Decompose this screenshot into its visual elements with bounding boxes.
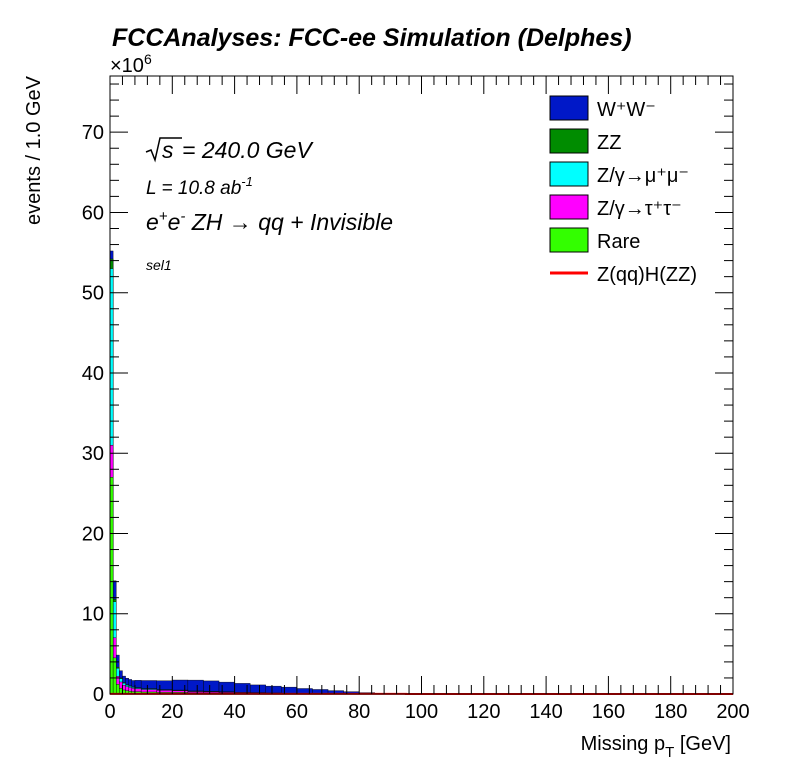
y-tick-label: 50 xyxy=(82,283,104,305)
plot-area xyxy=(109,250,734,695)
legend-label: Z/γ→μ⁺μ⁻ xyxy=(597,165,689,187)
legend-swatch xyxy=(549,128,589,154)
x-tick-label: 120 xyxy=(467,701,500,723)
process-annotation: e+e- ZH → qq + Invisible xyxy=(146,208,393,235)
legend-label: Z(qq)H(ZZ) xyxy=(597,264,697,286)
y-tick-label: 0 xyxy=(93,684,104,706)
x-tick-label: 200 xyxy=(716,701,749,723)
y-axis-label: events / 1.0 GeV xyxy=(23,75,45,225)
x-tick-label: 100 xyxy=(405,701,438,723)
x-tick-label: 80 xyxy=(348,701,370,723)
y-tick-label: 60 xyxy=(82,202,104,224)
x-tick-label: 60 xyxy=(286,701,308,723)
luminosity-annotation: L = 10.8 ab-1 xyxy=(146,174,253,199)
stack-series xyxy=(109,250,734,695)
axis-ticks: 0 20 40 60 80 100 120 140 160 180 200 0 10 20 30 40 50 60… xyxy=(82,76,750,723)
x-tick-label: 0 xyxy=(104,701,115,723)
y-tick-label: 10 xyxy=(82,604,104,626)
legend-swatch xyxy=(549,161,589,187)
y-multiplier: ×106 xyxy=(110,51,152,77)
annotations: s = 240.0 GeV L = 10.8 ab-1 e+e- ZH → qq… xyxy=(145,137,393,273)
stack-series xyxy=(109,477,734,695)
y-tick-label: 20 xyxy=(82,523,104,545)
legend-label: W⁺W⁻ xyxy=(597,99,656,121)
y-tick-label: 40 xyxy=(82,363,104,385)
stack-series xyxy=(109,268,734,695)
x-tick-label: 140 xyxy=(529,701,562,723)
stack-series xyxy=(109,444,734,695)
chart-title: FCCAnalyses: FCC-ee Simulation (Delphes) xyxy=(112,24,632,52)
x-tick-label: 160 xyxy=(592,701,625,723)
x-axis-label: Missing pT [GeV] xyxy=(581,733,731,761)
selection-annotation: sel1 xyxy=(146,257,172,273)
legend: W⁺W⁻ ZZ Z/γ→μ⁺μ⁻ Z/γ→τ⁺τ⁻ Rare Z(qq)H(ZZ) xyxy=(549,95,697,286)
stack-series xyxy=(109,258,734,695)
legend-swatch xyxy=(549,227,589,253)
legend-label: ZZ xyxy=(597,132,621,154)
svg-text:s: s xyxy=(162,137,174,163)
legend-label: Rare xyxy=(597,231,640,253)
x-tick-label: 180 xyxy=(654,701,687,723)
histogram-bar xyxy=(112,657,117,695)
legend-swatch xyxy=(549,95,589,121)
y-tick-label: 30 xyxy=(82,443,104,465)
legend-swatch xyxy=(549,194,589,220)
x-tick-label: 20 xyxy=(161,701,183,723)
sqrt-s-value: = 240.0 GeV xyxy=(182,137,314,163)
legend-label: Z/γ→τ⁺τ⁻ xyxy=(597,198,682,220)
x-tick-label: 40 xyxy=(223,701,245,723)
sqrt-s-annotation: s = 240.0 GeV xyxy=(145,137,314,163)
sqrt-symbol-icon xyxy=(145,137,182,163)
y-tick-label: 70 xyxy=(82,122,104,144)
histogram-bar xyxy=(116,684,120,695)
